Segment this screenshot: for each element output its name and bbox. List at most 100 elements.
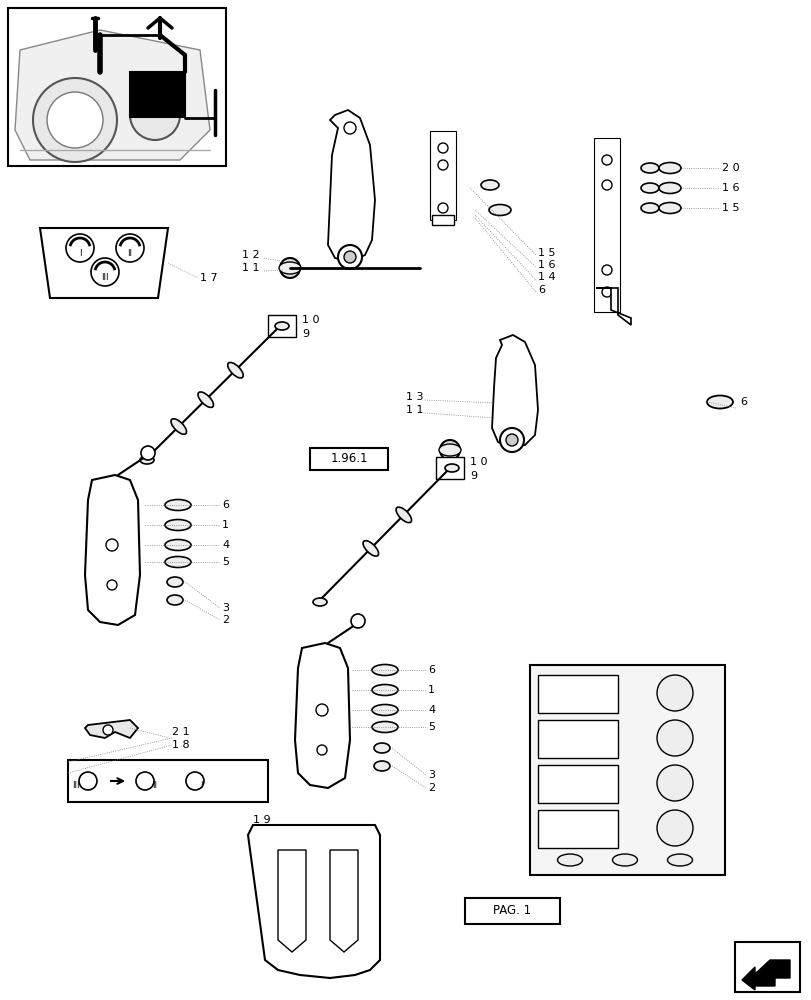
Ellipse shape [640, 163, 659, 173]
Bar [538, 810, 617, 848]
Text: 6: 6 [739, 397, 746, 407]
Circle shape [316, 745, 327, 755]
Bar [431, 133, 453, 218]
Ellipse shape [165, 499, 191, 510]
Circle shape [33, 78, 117, 162]
Polygon shape [741, 960, 789, 990]
Text: 4: 4 [427, 705, 435, 715]
Text: 1 6: 1 6 [538, 260, 555, 270]
Circle shape [130, 90, 180, 140]
Polygon shape [595, 288, 630, 325]
Ellipse shape [659, 162, 680, 174]
Text: 6: 6 [427, 665, 435, 675]
Ellipse shape [396, 507, 411, 523]
Bar [436, 457, 463, 479]
Text: 3: 3 [221, 603, 229, 613]
Ellipse shape [374, 761, 389, 771]
Ellipse shape [640, 183, 659, 193]
Text: 1: 1 [427, 685, 435, 695]
Ellipse shape [275, 322, 289, 330]
Ellipse shape [371, 684, 397, 696]
Ellipse shape [165, 556, 191, 568]
Polygon shape [491, 335, 538, 448]
Ellipse shape [279, 262, 301, 274]
Ellipse shape [167, 595, 182, 605]
Ellipse shape [488, 205, 510, 216]
Text: 2: 2 [221, 615, 229, 625]
Circle shape [344, 251, 355, 263]
Polygon shape [85, 475, 139, 625]
Circle shape [186, 772, 204, 790]
Circle shape [601, 180, 611, 190]
Circle shape [601, 287, 611, 297]
Ellipse shape [198, 392, 213, 407]
Circle shape [344, 122, 355, 134]
Text: 9: 9 [302, 329, 309, 339]
Ellipse shape [227, 362, 243, 378]
Circle shape [350, 614, 365, 628]
Polygon shape [277, 850, 306, 952]
Text: PAG. 1: PAG. 1 [492, 904, 530, 917]
Ellipse shape [371, 664, 397, 676]
Bar [538, 720, 617, 758]
Circle shape [315, 704, 328, 716]
Ellipse shape [139, 456, 154, 464]
Text: 6: 6 [221, 500, 229, 510]
Text: III: III [72, 780, 79, 790]
Text: 1 1: 1 1 [406, 405, 423, 415]
Circle shape [337, 245, 362, 269]
Circle shape [116, 234, 144, 262]
Circle shape [107, 580, 117, 590]
Ellipse shape [371, 721, 397, 732]
Polygon shape [40, 228, 168, 298]
Bar [595, 140, 617, 310]
Polygon shape [328, 110, 375, 262]
Circle shape [601, 155, 611, 165]
Text: I: I [79, 248, 81, 257]
Text: 1 0: 1 0 [470, 457, 487, 467]
Bar [440, 460, 460, 476]
Circle shape [601, 265, 611, 275]
Circle shape [437, 203, 448, 213]
Circle shape [280, 258, 299, 278]
Circle shape [656, 765, 692, 801]
Text: 9: 9 [470, 471, 477, 481]
Text: I: I [200, 780, 202, 790]
Text: 1 3: 1 3 [406, 392, 423, 402]
Text: 6: 6 [538, 285, 544, 295]
Polygon shape [247, 825, 380, 978]
Ellipse shape [667, 854, 692, 866]
Bar [530, 665, 724, 875]
Text: 1 6: 1 6 [721, 183, 739, 193]
Text: II: II [127, 248, 132, 257]
Circle shape [141, 446, 155, 460]
Circle shape [79, 772, 97, 790]
Bar [268, 315, 296, 337]
Text: 2: 2 [427, 783, 435, 793]
Text: 1 2: 1 2 [242, 250, 260, 260]
Ellipse shape [557, 854, 581, 866]
Bar [130, 72, 185, 117]
Polygon shape [15, 30, 210, 160]
Text: 1 9: 1 9 [253, 815, 270, 825]
Circle shape [91, 258, 119, 286]
Text: 1 4: 1 4 [538, 272, 555, 282]
Circle shape [47, 92, 103, 148]
Circle shape [437, 143, 448, 153]
Text: 1: 1 [221, 520, 229, 530]
Polygon shape [329, 850, 358, 952]
Ellipse shape [439, 444, 461, 456]
Circle shape [106, 539, 118, 551]
Ellipse shape [706, 395, 732, 408]
Bar [538, 765, 617, 803]
Text: 1 8: 1 8 [172, 740, 190, 750]
Ellipse shape [165, 520, 191, 530]
Ellipse shape [165, 540, 191, 550]
Text: 4: 4 [221, 540, 229, 550]
Text: 1.96.1: 1.96.1 [330, 452, 367, 466]
Text: 5: 5 [427, 722, 435, 732]
Text: 5: 5 [221, 557, 229, 567]
Ellipse shape [611, 854, 637, 866]
Circle shape [656, 720, 692, 756]
Circle shape [440, 440, 460, 460]
